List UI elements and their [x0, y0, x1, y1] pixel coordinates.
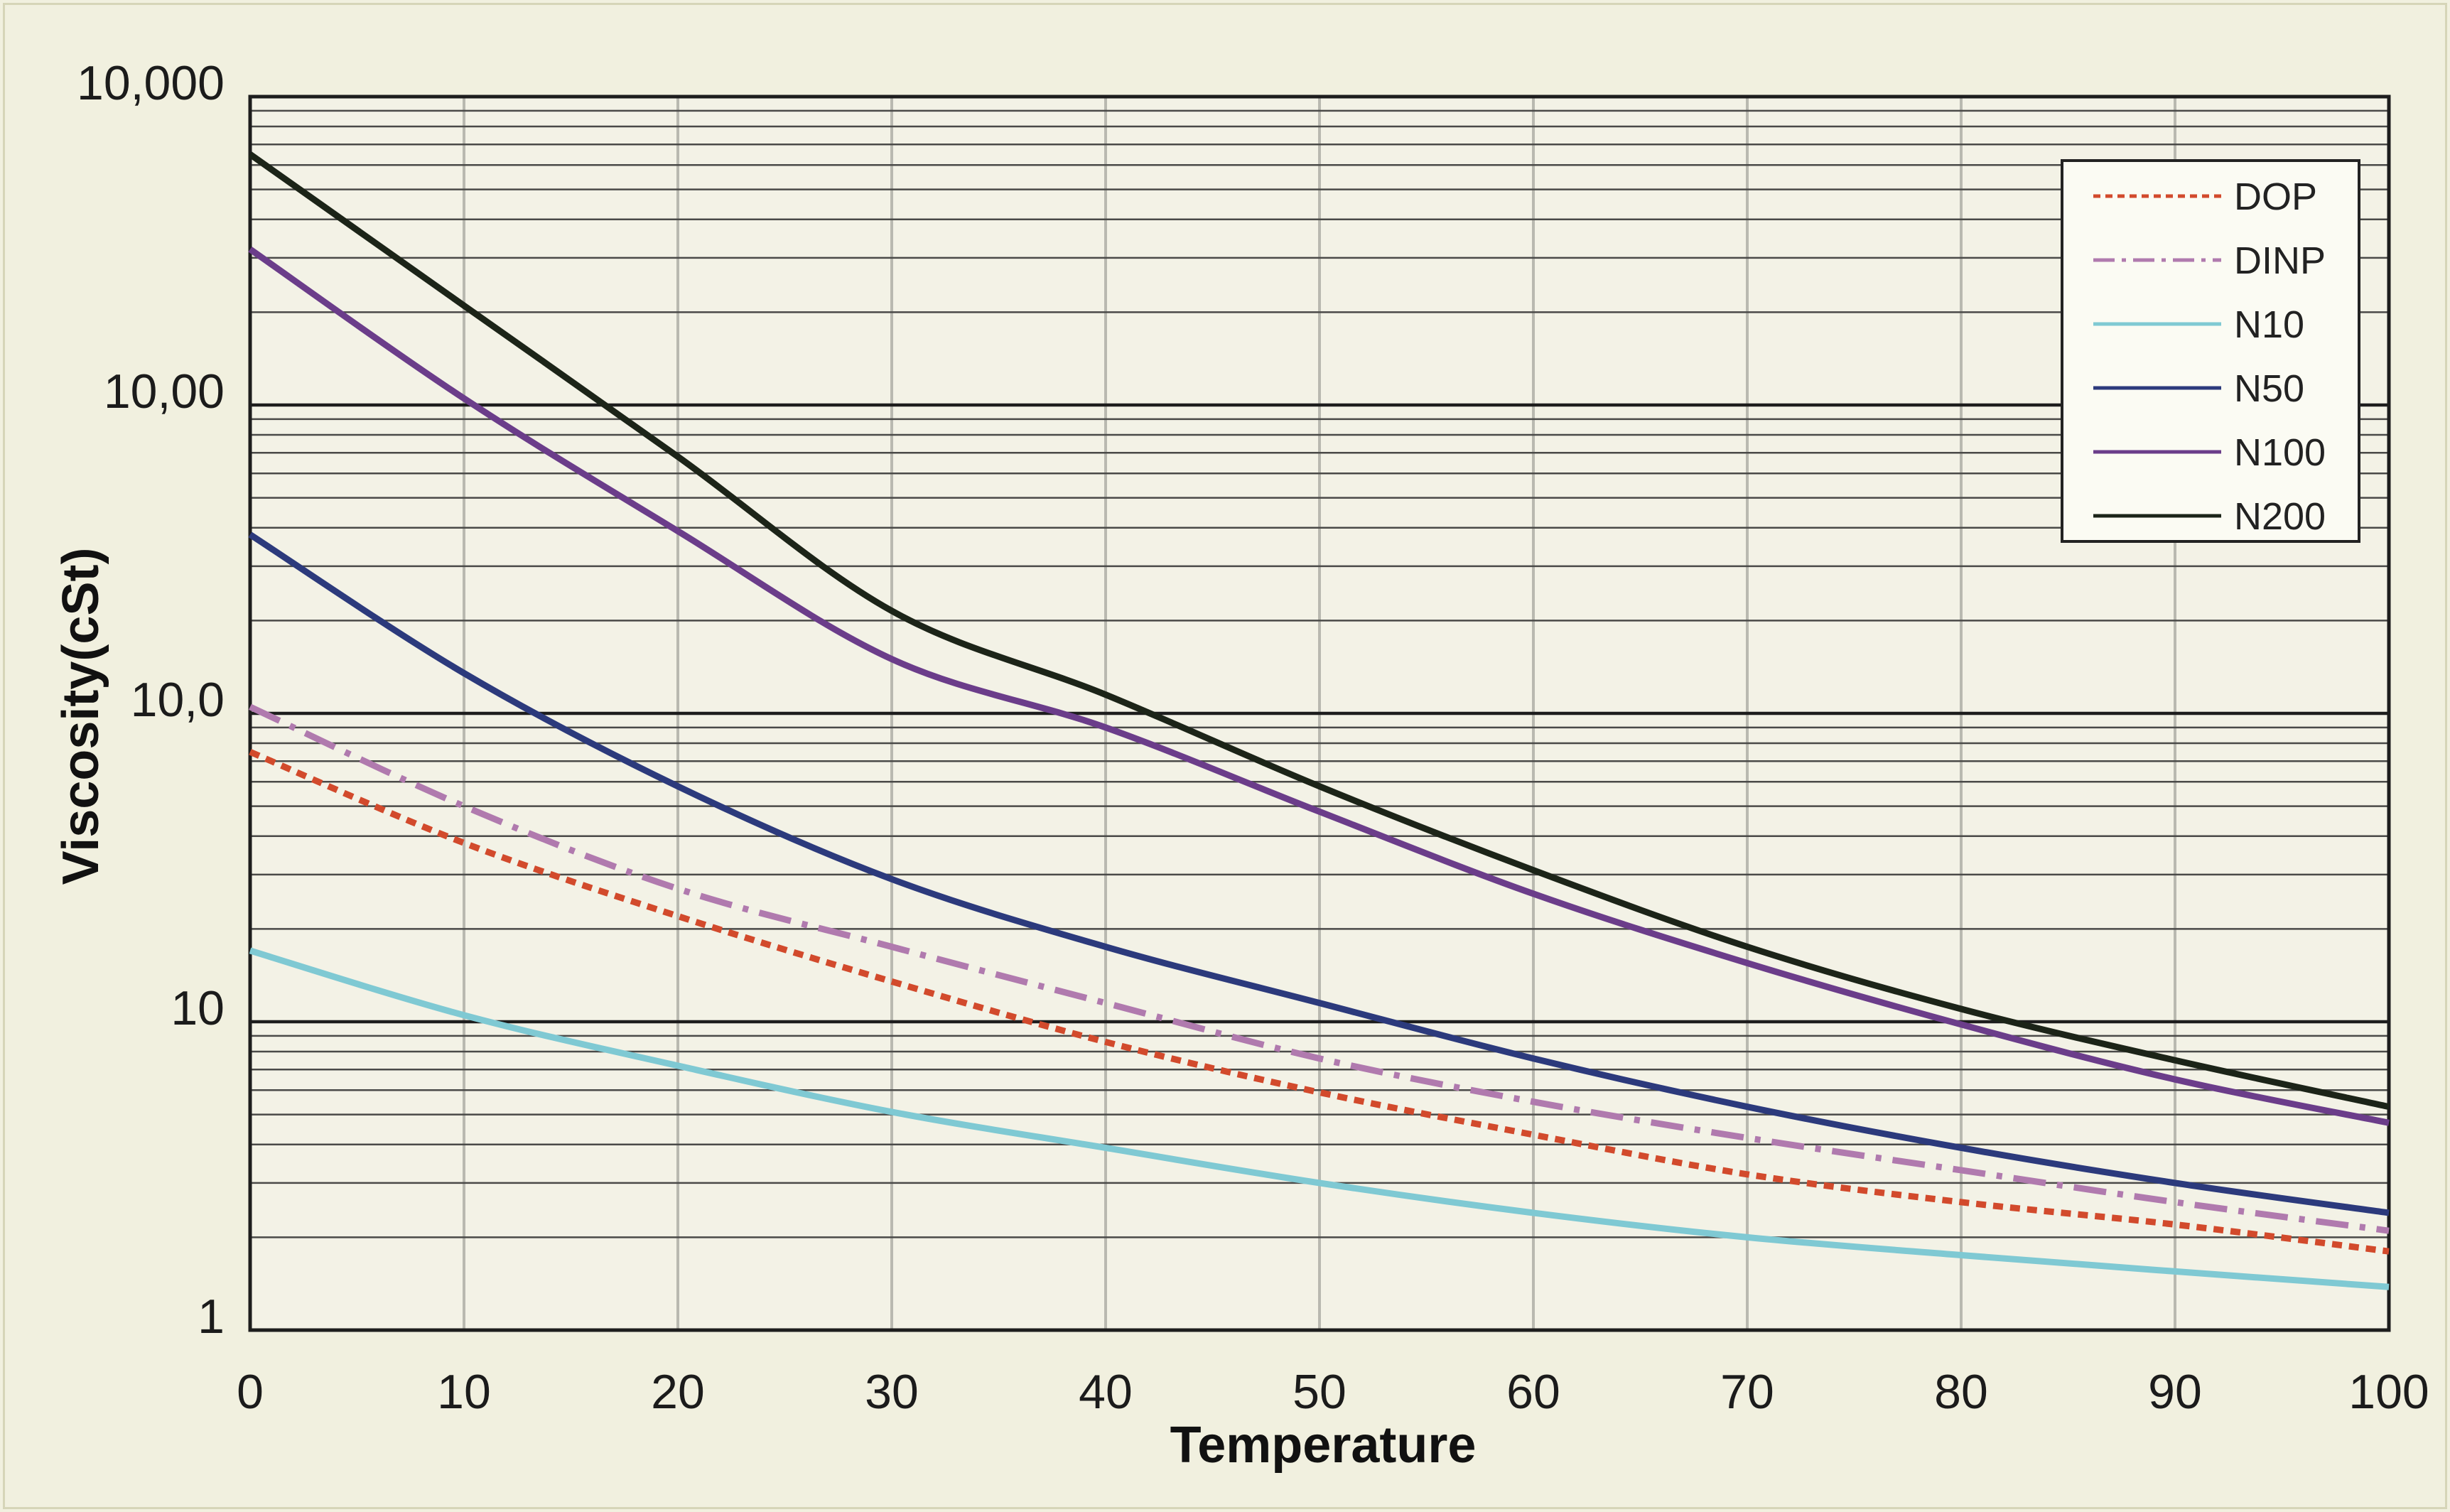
- y-tick-label: 10,000: [77, 56, 225, 110]
- x-tick-label: 10: [437, 1365, 491, 1419]
- x-tick-label: 40: [1079, 1365, 1133, 1419]
- x-tick-label: 20: [651, 1365, 705, 1419]
- plot-frame: [248, 94, 2391, 1332]
- y-axis-title: Viscosity(cSt): [53, 548, 109, 885]
- y-tick-label: 10,0: [131, 673, 225, 727]
- series-line-dinp: [249, 703, 2390, 1234]
- chart-panel: [3, 3, 2447, 1509]
- series-line-n10: [249, 947, 2390, 1290]
- legend-label-n100: N100: [2234, 431, 2326, 474]
- legend-label-dop: DOP: [2234, 176, 2317, 218]
- x-tick-label: 30: [865, 1365, 919, 1419]
- y-tick-label: 10: [171, 981, 225, 1035]
- x-tick-label: 90: [2148, 1365, 2202, 1419]
- x-tick-label: 60: [1506, 1365, 1560, 1419]
- series-line-n50: [248, 531, 2390, 1216]
- legend-items: DOP DINP N10 N50 N100 N200: [2093, 176, 2326, 538]
- legend-label-n50: N50: [2234, 367, 2304, 410]
- legend-label-n10: N10: [2234, 303, 2304, 346]
- x-tick-label: 0: [237, 1365, 264, 1419]
- x-tick-label: 100: [2348, 1365, 2429, 1419]
- x-axis-title: Temperature: [1170, 1417, 1477, 1474]
- series-line-n100: [248, 247, 2390, 1126]
- x-tick-label: 50: [1293, 1365, 1347, 1419]
- y-tick-label: 10,00: [104, 364, 225, 418]
- x-tick-label: 70: [1720, 1365, 1774, 1419]
- legend-box: [2061, 159, 2360, 543]
- series-line-dop: [249, 749, 2390, 1255]
- series-lines: [248, 151, 2390, 1290]
- y-tick-label: 1: [198, 1290, 225, 1344]
- x-tick-label: 80: [1934, 1365, 1988, 1419]
- legend-label-n200: N200: [2234, 495, 2326, 538]
- series-line-n200: [248, 151, 2390, 1111]
- legend: DOP DINP N10 N50 N100 N200: [2061, 159, 2360, 543]
- legend-label-dinp: DINP: [2234, 239, 2326, 282]
- grid: [248, 94, 2391, 1332]
